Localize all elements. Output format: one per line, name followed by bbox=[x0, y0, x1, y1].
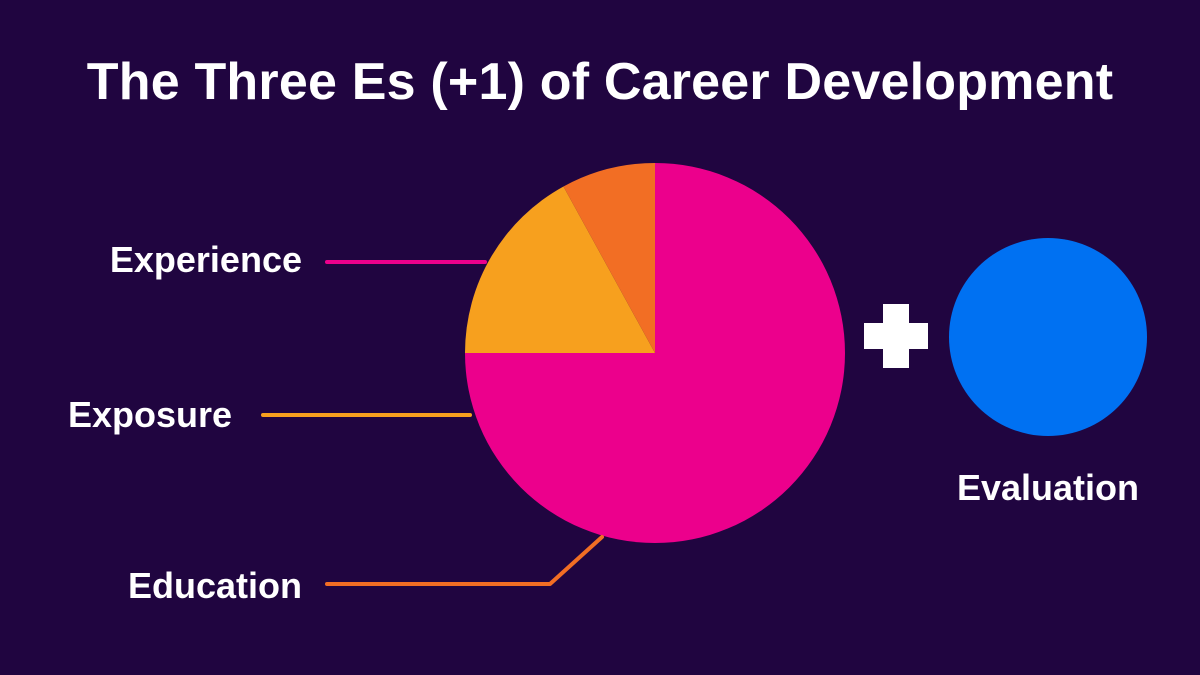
evaluation-circle bbox=[949, 238, 1147, 436]
label-evaluation: Evaluation bbox=[956, 467, 1140, 508]
pie-slice-education bbox=[563, 163, 655, 353]
label-exposure: Exposure bbox=[67, 394, 232, 435]
leader-line-education bbox=[325, 535, 604, 586]
label-experience: Experience bbox=[109, 239, 302, 280]
chart-title: The Three Es (+1) of Career Development bbox=[86, 53, 1114, 111]
pie-slice-exposure bbox=[465, 186, 655, 353]
label-education: Education bbox=[127, 565, 302, 606]
plus-sign-horizontal bbox=[864, 323, 928, 349]
